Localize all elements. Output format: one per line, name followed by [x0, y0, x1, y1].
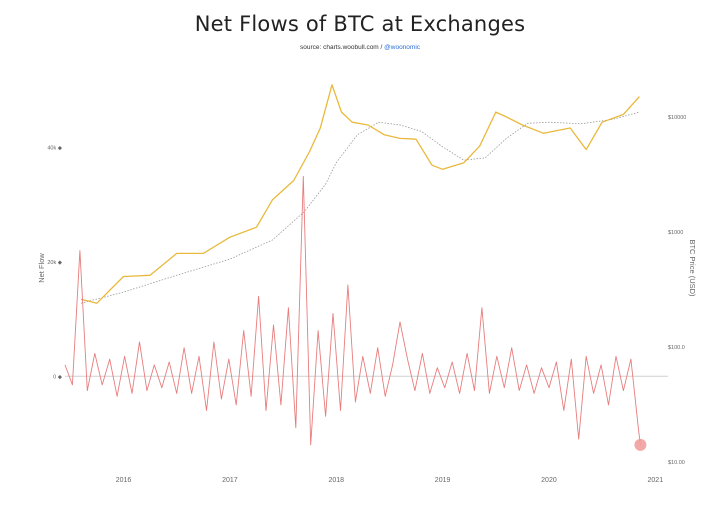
left-tick-label: 20k ◆ [47, 260, 62, 266]
x-tick-label: 2021 [648, 477, 664, 484]
btc-price-line [80, 84, 640, 304]
x-tick-label: 2018 [328, 477, 344, 484]
x-axis-ticks: 2016 2017 2018 2019 2020 2021 [116, 477, 663, 484]
x-tick-label: 2017 [222, 477, 238, 484]
price-moving-average-line [80, 111, 640, 304]
net-flow-line [64, 175, 641, 446]
price-moving-average-layer [80, 111, 640, 304]
x-tick-label: 2019 [435, 477, 451, 484]
latest-net-flow-marker [634, 438, 647, 451]
x-tick-label: 2016 [116, 477, 132, 484]
left-axis-ticks: 40k ◆ 20k ◆ 0 ◆ [47, 146, 62, 381]
source-prefix: source: charts.woobull.com / [299, 44, 385, 51]
chart-title: Net Flows of BTC at Exchanges [194, 12, 526, 36]
left-tick-label: 40k ◆ [47, 146, 62, 152]
btc-price-layer [80, 84, 640, 304]
source-handle[interactable]: @woonomic [384, 44, 421, 51]
right-axis-label: BTC Price (USD) [688, 239, 697, 297]
right-tick-label: $10.00 [668, 460, 685, 466]
left-axis-label: Net Flow [37, 253, 46, 283]
right-tick-label: $1000 [668, 230, 683, 236]
right-axis-ticks: $10000 $1000 $100.0 $10.00 [668, 115, 686, 466]
marker-layer [634, 438, 647, 451]
right-tick-label: $100.0 [668, 345, 685, 351]
chart-source: source: charts.woobull.com / @woonomic [0, 44, 720, 51]
right-tick-label: $10000 [668, 115, 686, 121]
left-tick-label: 0 ◆ [53, 374, 63, 380]
net-flow-layer [64, 175, 641, 446]
x-tick-label: 2020 [541, 477, 557, 484]
